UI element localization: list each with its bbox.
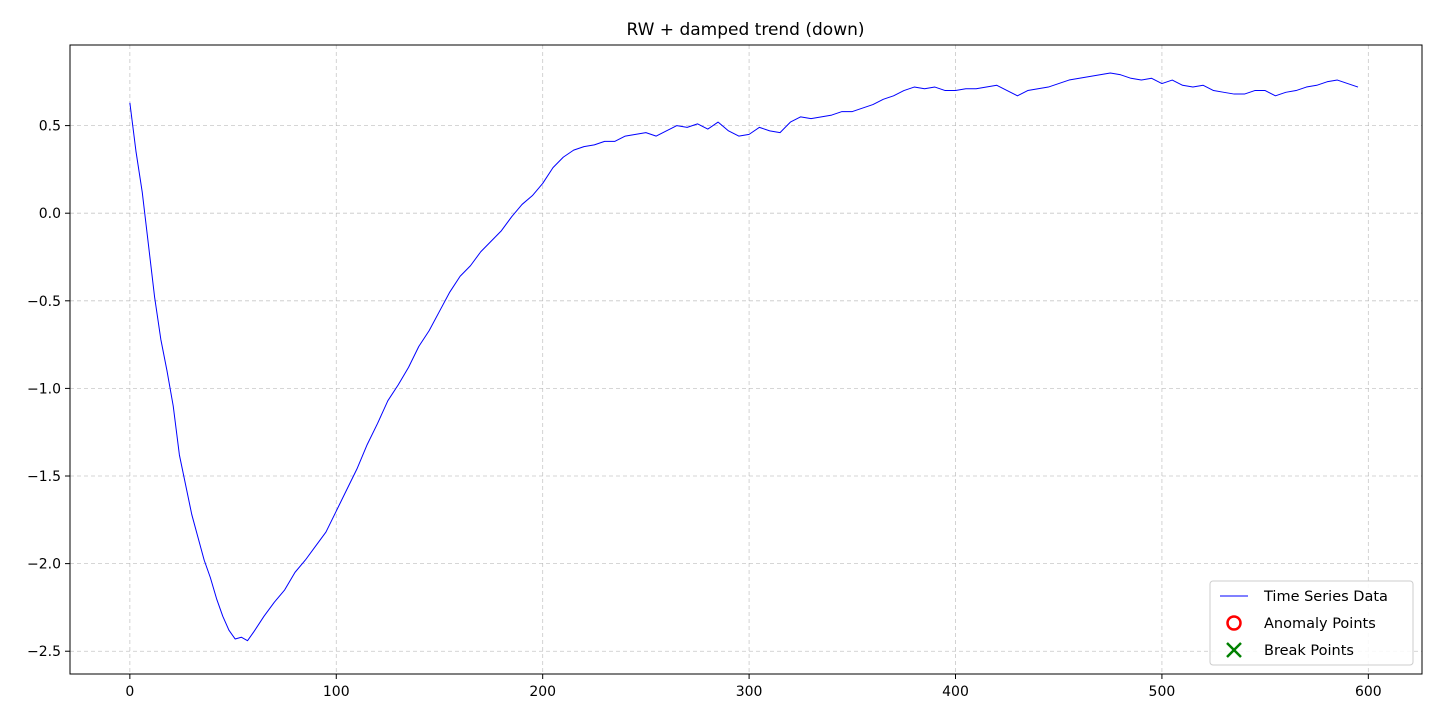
x-axis: 0 100 200 300 400 500 600: [125, 674, 1382, 700]
y-tick-label: 0.5: [39, 119, 61, 135]
x-tick-label: 600: [1355, 684, 1382, 700]
legend: Time Series Data Anomaly Points Break Poin…: [1209, 580, 1414, 666]
legend-label: Time Series Data: [1263, 589, 1388, 605]
y-tick-label: −1.0: [27, 381, 61, 397]
y-axis: 0.5 0.0 −0.5 −1.0 −1.5 −2.0 −2.5: [27, 119, 70, 660]
y-tick-label: 0.0: [39, 206, 61, 222]
x-tick-label: 200: [529, 684, 556, 700]
y-tick-label: −2.5: [27, 644, 61, 660]
x-tick-label: 100: [323, 684, 350, 700]
y-tick-label: −1.5: [27, 469, 61, 485]
legend-label: Break Points: [1264, 643, 1354, 659]
legend-box: [1209, 580, 1414, 666]
chart-title: RW + damped trend (down): [626, 20, 864, 40]
y-tick-label: −2.0: [27, 557, 61, 573]
grid: [70, 45, 1422, 674]
series-line-time-series-data: [129, 72, 1359, 642]
plot-area-frame: [69, 44, 1423, 675]
x-tick-label: 0: [125, 684, 134, 700]
x-tick-label: 500: [1149, 684, 1176, 700]
x-tick-label: 400: [942, 684, 969, 700]
y-tick-label: −0.5: [27, 294, 61, 310]
legend-circle-marker: [1226, 615, 1242, 631]
legend-label: Anomaly Points: [1264, 616, 1376, 632]
series-layer: [129, 72, 1359, 642]
legend-x-marker: [1226, 642, 1242, 658]
x-tick-label: 300: [736, 684, 763, 700]
